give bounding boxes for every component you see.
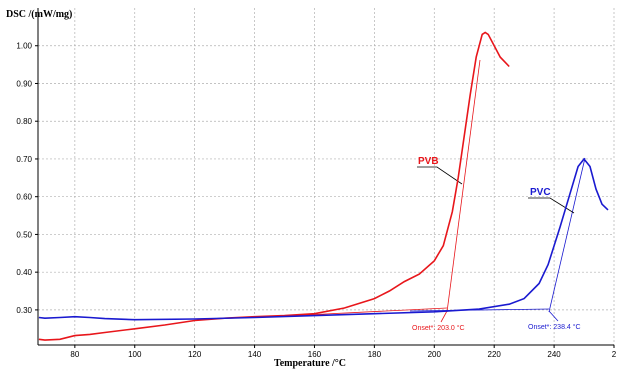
x-tick-label: 220 <box>488 350 502 359</box>
x-tick-label: 80 <box>70 350 79 359</box>
onset-label: Onset*: 203.0 °C <box>412 324 465 332</box>
x-tick-label: 200 <box>428 350 442 359</box>
x-axis-title: Temperature /°C <box>274 358 346 369</box>
x-tick-label: 2 <box>612 350 617 359</box>
data-line <box>38 31 510 341</box>
pvb-leader <box>417 166 463 185</box>
x-tick-label: 140 <box>248 350 262 359</box>
y-tick-label: 0.90 <box>16 79 32 88</box>
y-tick-label: 0.60 <box>16 193 32 202</box>
onset-baseline <box>409 308 550 312</box>
y-tick-label: 0.50 <box>16 230 32 239</box>
onset-leader <box>548 310 559 322</box>
y-tick-label: 0.70 <box>16 155 32 164</box>
onset-construction <box>284 59 586 323</box>
x-tick-label: 100 <box>128 350 142 359</box>
onset-baseline <box>284 307 448 317</box>
data-line <box>38 157 609 321</box>
y-tick-label: 0.40 <box>16 268 32 277</box>
onset-label: Onset*: 238.4 °C <box>528 323 581 331</box>
grid <box>35 8 615 348</box>
y-axis-title: DSC /(mW/mg) <box>6 9 72 20</box>
y-tick-label: 0.30 <box>16 306 32 315</box>
series-label: PVC <box>530 187 551 198</box>
onset-tangent <box>548 157 586 313</box>
y-tick-label: 1.00 <box>16 42 32 51</box>
onset-leader <box>440 310 448 323</box>
onset-tangent <box>446 59 481 313</box>
plot-area <box>38 31 609 341</box>
x-tick-label: 240 <box>547 350 561 359</box>
x-tick-label: 180 <box>368 350 382 359</box>
y-tick-label: 0.80 <box>16 117 32 126</box>
series-label: PVB <box>418 156 439 167</box>
x-tick-label: 120 <box>188 350 202 359</box>
x-tick-label: 160 <box>308 350 322 359</box>
